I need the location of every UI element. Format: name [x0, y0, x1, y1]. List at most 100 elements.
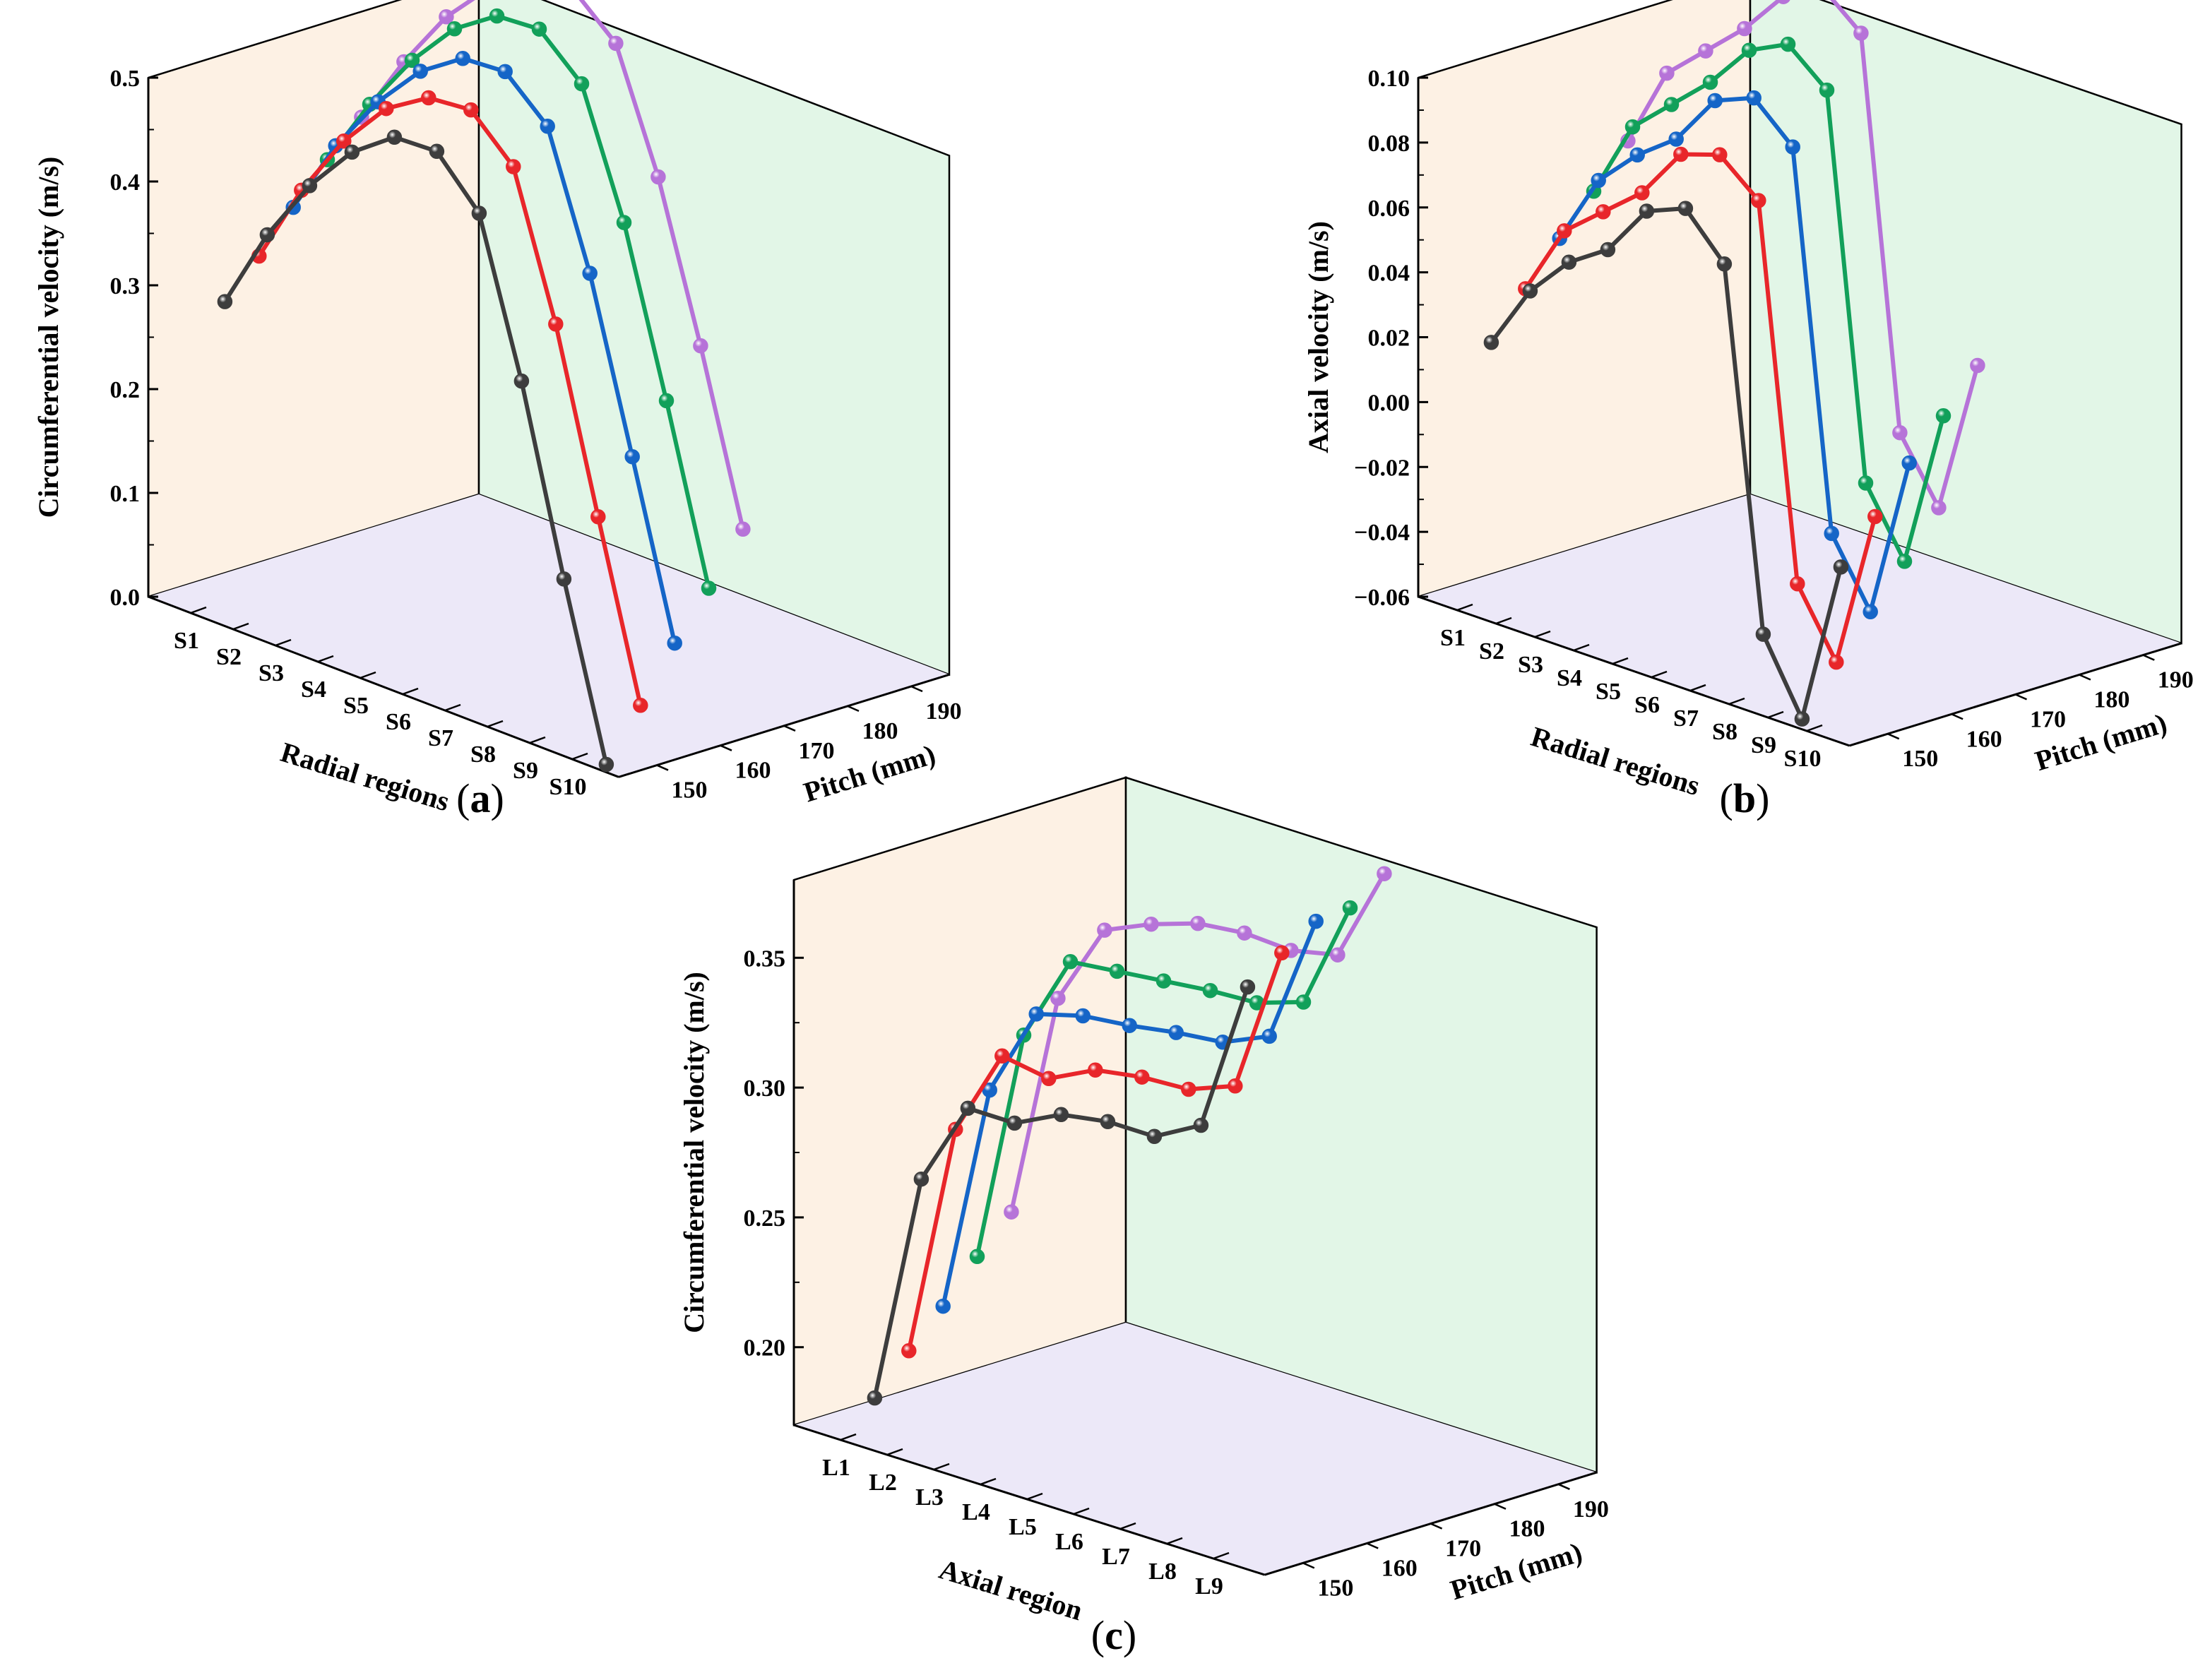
x-tick-label-s1: S1: [174, 628, 199, 654]
data-point-170-s5: [1707, 93, 1723, 109]
data-point-180-s2: [1624, 119, 1641, 135]
pitch-tick: [910, 685, 923, 693]
data-point-160-l3: [994, 1048, 1010, 1064]
pitch-tick: [1430, 1523, 1443, 1530]
panel-label-letter: b: [1733, 775, 1756, 821]
data-point-160-s7: [1751, 193, 1766, 208]
data-point-150-s6: [1677, 201, 1694, 216]
x-tick-label-l1: L1: [822, 1455, 850, 1481]
pitch-tick-label: 150: [1317, 1575, 1353, 1601]
data-point-160-s6: [1712, 147, 1728, 162]
pitch-tick: [1366, 1542, 1379, 1549]
data-point-190-s10: [1970, 357, 1985, 374]
y-tick-label: −0.02: [1354, 455, 1410, 481]
data-point-160-s9: [1829, 654, 1844, 670]
x-tick: [980, 1477, 997, 1486]
y-tick-label: 0.04: [1368, 261, 1410, 287]
data-point-180-s8: [616, 215, 632, 230]
data-point-160-s10: [633, 698, 648, 713]
x-tick-label-s5: S5: [1596, 679, 1621, 705]
data-point-170-s8: [582, 266, 598, 281]
data-point-190-s8: [1892, 424, 1908, 441]
data-point-180-s4: [1702, 74, 1718, 90]
data-point-150-l7: [1146, 1128, 1163, 1145]
x-tick-label-l7: L7: [1102, 1544, 1130, 1570]
data-point-160-s8: [548, 316, 564, 332]
x-tick-label-l3: L3: [915, 1484, 944, 1511]
data-point-150-s3: [302, 178, 318, 193]
y-tick-label: 0.3: [110, 273, 141, 299]
x-tick: [1495, 616, 1512, 625]
pitch-tick-label: 170: [1445, 1536, 1481, 1562]
data-point-150-l5: [1053, 1107, 1069, 1123]
y-axis-title: Circumferential velocity (m/s): [678, 972, 710, 1333]
data-point-190-s4: [1737, 20, 1752, 37]
back-left-wall: [792, 776, 1127, 1426]
pitch-tick: [1557, 1483, 1570, 1490]
data-point-170-s9: [624, 448, 640, 465]
data-point-170-l1: [935, 1298, 951, 1314]
y-tick-label: −0.06: [1354, 585, 1410, 611]
x-tick-label-l6: L6: [1055, 1529, 1083, 1555]
x-tick: [1073, 1507, 1090, 1515]
data-point-180-s6: [1780, 36, 1796, 52]
data-point-170-s9: [1863, 604, 1878, 620]
pitch-tick: [847, 705, 860, 713]
x-tick-label-s9: S9: [513, 758, 538, 784]
series-150: [867, 979, 1256, 1406]
data-point-150-l3: [960, 1100, 976, 1116]
data-point-170-s4: [412, 64, 428, 79]
data-point-150-s1: [1483, 335, 1499, 350]
data-point-150-s4: [344, 144, 360, 160]
data-point-160-l9: [1274, 945, 1290, 961]
y-tick-label: 0.00: [1368, 390, 1410, 416]
x-tick-label-s9: S9: [1751, 732, 1776, 758]
data-point-160-s5: [421, 90, 436, 106]
x-tick: [275, 638, 292, 647]
data-point-150-s8: [513, 373, 530, 389]
data-point-190-s2: [1659, 65, 1675, 81]
series-line-150: [1490, 206, 1843, 722]
series-150: [1483, 201, 1849, 727]
data-point-180-s3: [404, 52, 420, 68]
data-point-150-l4: [1006, 1115, 1023, 1131]
series-line-180: [1591, 42, 1946, 564]
x-tick-label-l4: L4: [962, 1499, 990, 1525]
data-point-160-s6: [463, 102, 479, 118]
data-point-160-l4: [1041, 1071, 1057, 1087]
data-point-170-l6: [1168, 1025, 1184, 1040]
floor-plane: [794, 1323, 1597, 1575]
series-line-180: [326, 13, 711, 589]
data-point-160-l1: [901, 1343, 917, 1359]
x-tick-label-s3: S3: [259, 660, 284, 686]
x-tick: [1689, 684, 1706, 692]
data-point-180-s6: [531, 21, 547, 37]
data-point-180-l8: [1295, 994, 1312, 1010]
x-axis-title: Radial regions: [1527, 720, 1703, 802]
x-tick-label-s6: S6: [1634, 692, 1660, 718]
back-right-wall: [1124, 776, 1598, 1474]
x-tick-label-s6: S6: [386, 709, 411, 735]
pitch-tick-label: 190: [2158, 667, 2194, 693]
x-tick: [402, 687, 419, 696]
data-point-170-l3: [1028, 1006, 1044, 1022]
x-tick: [1166, 1537, 1183, 1545]
series-160: [1518, 146, 1883, 670]
data-point-150-s8: [1755, 626, 1771, 642]
data-point-170-s6: [1746, 90, 1762, 106]
data-point-190-s9: [693, 338, 708, 354]
panel-label: (b): [1720, 775, 1770, 821]
pitch-tick-label: 190: [926, 698, 962, 725]
chart-panel-c: 0.20 0.25 0.30 0.35 L1 L2 L3 L4 L5 L6 L7 L8 L9 150 160…: [678, 776, 1609, 1658]
x-tick-label-s10: S10: [550, 774, 587, 800]
series-line-160: [257, 95, 643, 706]
data-point-170-s7: [1785, 139, 1800, 155]
x-tick: [1213, 1551, 1230, 1560]
x-tick: [444, 703, 461, 712]
floor-plane: [148, 494, 949, 778]
x-tick: [1728, 697, 1745, 705]
data-point-160-s3: [1596, 204, 1611, 220]
series-line-190: [1626, 0, 1980, 510]
x-tick: [1806, 724, 1823, 732]
series-180: [1586, 36, 1952, 569]
